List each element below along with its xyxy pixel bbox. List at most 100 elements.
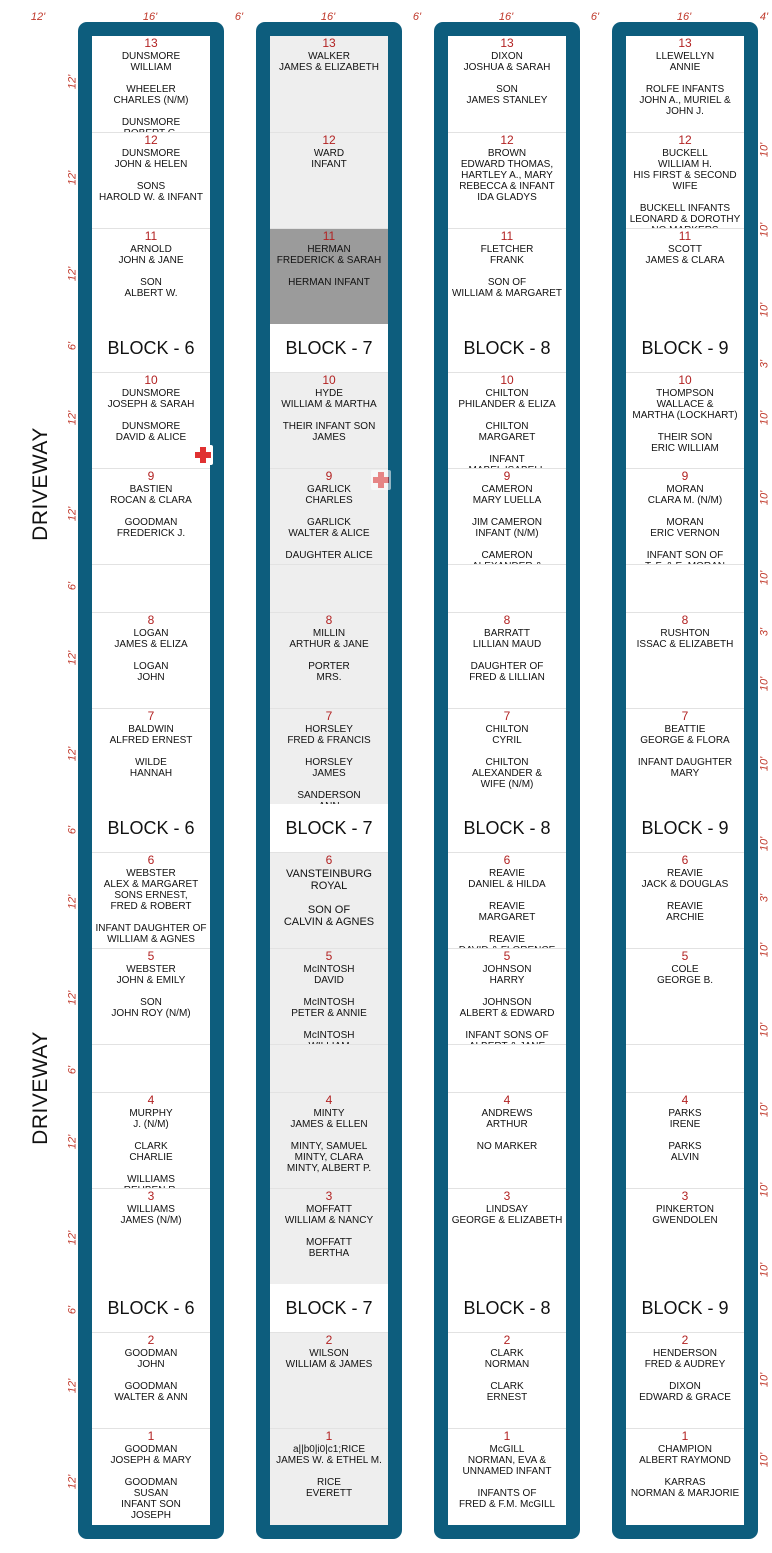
plot[interactable]: 8 BARRATT LILLIAN MAUD DAUGHTER OF FRED &… <box>448 612 566 708</box>
plot-number: 13 <box>500 36 514 50</box>
plot-number: 1 <box>503 1429 511 1443</box>
plot[interactable]: 4 MURPHY J. (N/M) CLARK CHARLIE WILLIAMS … <box>92 1092 210 1188</box>
plot-names: HYDE WILLIAM & MARTHA THEIR INFANT SON J… <box>281 388 377 443</box>
plot[interactable]: 11 SCOTT JAMES & CLARA <box>626 228 744 324</box>
plot[interactable]: 13 WALKER JAMES & ELIZABETH <box>270 36 388 132</box>
block-label: BLOCK - 8 <box>448 324 566 372</box>
driveway-label-upper: DRIVEWAY <box>29 427 52 541</box>
empty-row <box>92 564 210 612</box>
dim-left-7: 12' <box>66 650 79 666</box>
plot[interactable]: 2 WILSON WILLIAM & JAMES <box>270 1332 388 1428</box>
plot[interactable]: 6 REAVIE JACK & DOUGLAS REAVIE ARCHIE <box>626 852 744 948</box>
plot[interactable]: 7 CHILTON CYRIL CHILTON ALEXANDER & WIFE … <box>448 708 566 804</box>
plot[interactable]: 10 THOMPSON WALLACE & MARTHA (LOCKHART) T… <box>626 372 744 468</box>
plot[interactable]: 1 CHAMPION ALBERT RAYMOND KARRAS NORMAN &… <box>626 1428 744 1524</box>
plot-number: 9 <box>147 469 155 483</box>
plot[interactable]: 2 CLARK NORMAN CLARK ERNEST <box>448 1332 566 1428</box>
driveway-label-lower: DRIVEWAY <box>29 1031 52 1145</box>
plot-names: DIXON JOSHUA & SARAH SON JAMES STANLEY <box>463 51 551 106</box>
plot[interactable]: 1 a||b0|i0|c1;RICE JAMES W. & ETHEL M. RI… <box>270 1428 388 1524</box>
plot-number: 11 <box>144 229 158 243</box>
plot-number: 6 <box>503 853 511 867</box>
plot-names: WILSON WILLIAM & JAMES <box>285 1348 373 1370</box>
plot[interactable]: 8 MILLIN ARTHUR & JANE PORTER MRS. <box>270 612 388 708</box>
plot[interactable]: 7 BALDWIN ALFRED ERNEST WILDE HANNAH <box>92 708 210 804</box>
plot-number: 11 <box>678 229 692 243</box>
dim-right-2: 10' <box>758 302 771 318</box>
dim-left-0: 12' <box>66 74 79 90</box>
plot-number: 10 <box>144 373 158 387</box>
plot[interactable]: 9 MORAN CLARA M. (N/M) MORAN ERIC VERNON … <box>626 468 744 564</box>
block-column-inner: 13 LLEWELLYN ANNIE ROLFE INFANTS JOHN A.,… <box>626 36 744 1525</box>
plot[interactable]: 4 PARKS IRENE PARKS ALVIN <box>626 1092 744 1188</box>
plot[interactable]: 5 WEBSTER JOHN & EMILY SON JOHN ROY (N/M) <box>92 948 210 1044</box>
plot[interactable]: 6 WEBSTER ALEX & MARGARET SONS ERNEST, FR… <box>92 852 210 948</box>
plot-number: 12 <box>144 133 158 147</box>
dim-right-8: 10' <box>758 676 771 692</box>
plot-number: 10 <box>500 373 514 387</box>
plot-names: MINTY JAMES & ELLEN MINTY, SAMUEL MINTY,… <box>286 1108 372 1174</box>
plot-names: GOODMAN JOHN GOODMAN WALTER & ANN <box>114 1348 188 1403</box>
plot[interactable]: 2 HENDERSON FRED & AUDREY DIXON EDWARD & … <box>626 1332 744 1428</box>
plot-names: RUSHTON ISSAC & ELIZABETH <box>636 628 734 650</box>
plot[interactable]: 5 McINTOSH DAVID McINTOSH PETER & ANNIE M… <box>270 948 388 1044</box>
plot[interactable]: 3 WILLIAMS JAMES (N/M) <box>92 1188 210 1284</box>
grave-marker-icon[interactable] <box>193 445 213 465</box>
plot[interactable]: 8 LOGAN JAMES & ELIZA LOGAN JOHN <box>92 612 210 708</box>
plot[interactable]: 9 BASTIEN ROCAN & CLARA GOODMAN FREDERICK… <box>92 468 210 564</box>
plot-names: CHAMPION ALBERT RAYMOND KARRAS NORMAN & … <box>630 1444 740 1499</box>
plot-number: 1 <box>325 1429 333 1443</box>
block-label: BLOCK - 9 <box>626 1284 744 1332</box>
plot-number: 7 <box>681 709 689 723</box>
plot-number: 8 <box>325 613 333 627</box>
plot-names: SCOTT JAMES & CLARA <box>645 244 725 266</box>
plot[interactable]: 6 REAVIE DANIEL & HILDA REAVIE MARGARET R… <box>448 852 566 948</box>
plot[interactable]: 5 JOHNSON HARRY JOHNSON ALBERT & EDWARD I… <box>448 948 566 1044</box>
plot[interactable]: 11 HERMAN FREDERICK & SARAH HERMAN INFANT <box>270 228 388 324</box>
plot[interactable]: 6 VANSTEINBURG ROYAL SON OF CALVIN & AGNE… <box>270 852 388 948</box>
dim-left-16: 12' <box>66 1378 79 1394</box>
plot[interactable]: 7 HORSLEY FRED & FRANCIS HORSLEY JAMES SA… <box>270 708 388 804</box>
dim-left-2: 12' <box>66 266 79 282</box>
plot[interactable]: 11 FLETCHER FRANK SON OF WILLIAM & MARGAR… <box>448 228 566 324</box>
plot[interactable]: 12 BROWN EDWARD THOMAS, HARTLEY A., MARY … <box>448 132 566 228</box>
plot[interactable]: 9 GARLICK CHARLES GARLICK WALTER & ALICE … <box>270 468 388 564</box>
dim-top-3: 16' <box>320 11 336 23</box>
plot[interactable]: 3 MOFFATT WILLIAM & NANCY MOFFATT BERTHA <box>270 1188 388 1284</box>
plot[interactable]: 13 DIXON JOSHUA & SARAH SON JAMES STANLEY <box>448 36 566 132</box>
dim-top-7: 16' <box>676 11 692 23</box>
block-column-inner: 13 DUNSMORE WILLIAM WHEELER CHARLES (N/M)… <box>92 36 210 1525</box>
plot[interactable]: 10 CHILTON PHILANDER & ELIZA CHILTON MARG… <box>448 372 566 468</box>
plot[interactable]: 9 CAMERON MARY LUELLA JIM CAMERON INFANT … <box>448 468 566 564</box>
dim-left-17: 12' <box>66 1474 79 1490</box>
plot[interactable]: 2 GOODMAN JOHN GOODMAN WALTER & ANN <box>92 1332 210 1428</box>
plot-names: CHILTON PHILANDER & ELIZA CHILTON MARGAR… <box>458 388 556 468</box>
plot[interactable]: 4 MINTY JAMES & ELLEN MINTY, SAMUEL MINTY… <box>270 1092 388 1188</box>
plot[interactable]: 12 DUNSMORE JOHN & HELEN SONS HAROLD W. &… <box>92 132 210 228</box>
plot[interactable]: 1 GOODMAN JOSEPH & MARY GOODMAN SUSAN INF… <box>92 1428 210 1524</box>
plot-names: LINDSAY GEORGE & ELIZABETH <box>451 1204 563 1226</box>
empty-row <box>626 1044 744 1092</box>
plot[interactable]: 3 PINKERTON GWENDOLEN <box>626 1188 744 1284</box>
plot[interactable]: 8 RUSHTON ISSAC & ELIZABETH <box>626 612 744 708</box>
plot[interactable]: 12 BUCKELL WILLIAM H. HIS FIRST & SECOND … <box>626 132 744 228</box>
plot[interactable]: 11 ARNOLD JOHN & JANE SON ALBERT W. <box>92 228 210 324</box>
dim-left-1: 12' <box>66 170 79 186</box>
plot[interactable]: 1 McGILL NORMAN, EVA & UNNAMED INFANT INF… <box>448 1428 566 1524</box>
plot[interactable]: 10 HYDE WILLIAM & MARTHA THEIR INFANT SON… <box>270 372 388 468</box>
empty-row <box>448 564 566 612</box>
plot[interactable]: 13 DUNSMORE WILLIAM WHEELER CHARLES (N/M)… <box>92 36 210 132</box>
dim-top-0: 12' <box>30 11 46 23</box>
plot[interactable]: 12 WARD INFANT <box>270 132 388 228</box>
plot[interactable]: 10 DUNSMORE JOSEPH & SARAH DUNSMORE DAVID… <box>92 372 210 468</box>
block-column: 13 DIXON JOSHUA & SARAH SON JAMES STANLEY… <box>434 22 580 1539</box>
dim-left-6: 6' <box>66 581 79 591</box>
plot[interactable]: 5 COLE GEORGE B. <box>626 948 744 1044</box>
grave-marker-icon[interactable] <box>371 470 391 490</box>
plot[interactable]: 13 LLEWELLYN ANNIE ROLFE INFANTS JOHN A.,… <box>626 36 744 132</box>
plot[interactable]: 3 LINDSAY GEORGE & ELIZABETH <box>448 1188 566 1284</box>
plot[interactable]: 7 BEATTIE GEORGE & FLORA INFANT DAUGHTER … <box>626 708 744 804</box>
plot[interactable]: 4 ANDREWS ARTHUR NO MARKER <box>448 1092 566 1188</box>
plot-number: 2 <box>503 1333 511 1347</box>
dim-top-5: 16' <box>498 11 514 23</box>
